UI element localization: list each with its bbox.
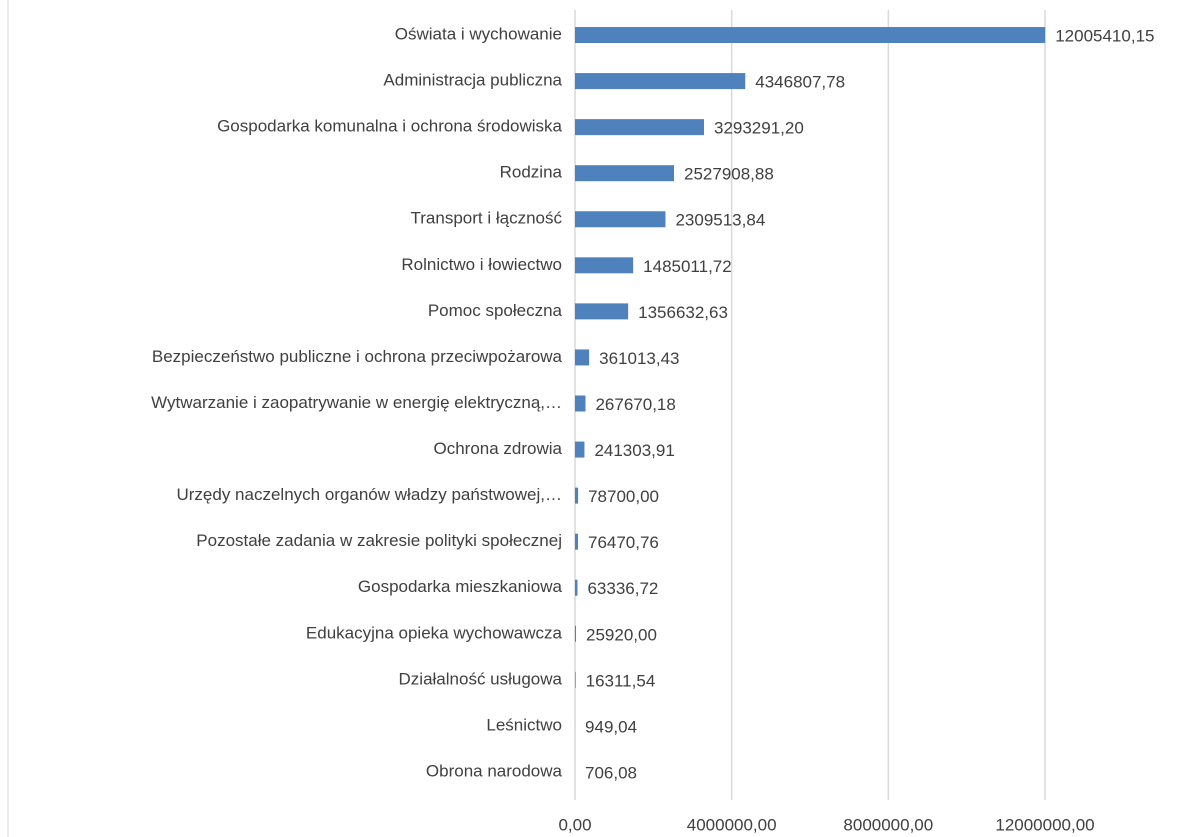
value-label: 361013,43 (599, 349, 679, 368)
value-label: 4346807,78 (755, 73, 845, 92)
y-tick-label: Oświata i wychowanie (395, 25, 562, 44)
value-label: 949,04 (585, 717, 637, 736)
value-label: 25920,00 (586, 625, 657, 644)
y-tick-label: Działalność usługowa (399, 669, 563, 688)
value-label: 76470,76 (588, 533, 659, 552)
value-label: 63336,72 (587, 579, 658, 598)
bar (575, 625, 577, 642)
y-tick-label: Wytwarzanie i zaopatrywanie w energię el… (151, 393, 562, 412)
value-label: 1356632,63 (638, 303, 728, 322)
bar (575, 395, 586, 412)
bar (575, 671, 576, 688)
value-label: 3293291,20 (714, 119, 804, 138)
value-label: 241303,91 (594, 441, 674, 460)
value-label: 12005410,15 (1055, 27, 1154, 46)
bar (575, 441, 585, 458)
bar (575, 257, 634, 274)
y-tick-label: Rodzina (500, 163, 563, 182)
y-tick-label: Leśnictwo (486, 715, 562, 734)
value-label: 16311,54 (586, 671, 656, 690)
y-tick-label: Transport i łączność (411, 209, 563, 228)
bar (575, 487, 579, 504)
y-tick-label: Administracja publiczna (383, 71, 562, 90)
y-tick-label: Pozostałe zadania w zakresie polityki sp… (196, 531, 562, 550)
x-tick-label: 12000000,00 (995, 815, 1094, 834)
bar (575, 73, 746, 90)
bar (575, 119, 704, 136)
bar (575, 579, 578, 596)
x-tick-label: 8000000,00 (843, 815, 933, 834)
x-tick-label: 0,00 (558, 815, 591, 834)
y-tick-label: Pomoc społeczna (428, 301, 563, 320)
y-tick-label: Gospodarka komunalna i ochrona środowisk… (217, 117, 562, 136)
y-tick-label: Urzędy naczelnych organów władzy państwo… (176, 485, 562, 504)
bar (575, 533, 578, 550)
y-tick-label: Ochrona zdrowia (433, 439, 562, 458)
value-label: 2527908,88 (684, 165, 774, 184)
x-tick-label: 4000000,00 (687, 815, 777, 834)
bar (575, 165, 675, 182)
bar (575, 349, 590, 366)
y-tick-label: Edukacyjna opieka wychowawcza (306, 623, 563, 642)
value-label: 1485011,72 (643, 257, 732, 276)
y-tick-label: Obrona narodowa (426, 761, 563, 780)
bar (575, 27, 1046, 44)
bar (575, 211, 666, 228)
value-label: 706,08 (585, 763, 637, 782)
y-tick-label: Bezpieczeństwo publiczne i ochrona przec… (152, 347, 563, 366)
value-label: 267670,18 (595, 395, 675, 414)
bar (575, 303, 629, 320)
y-tick-label: Rolnictwo i łowiectwo (401, 255, 562, 274)
y-tick-label: Gospodarka mieszkaniowa (358, 577, 563, 596)
value-label: 78700,00 (588, 487, 659, 506)
value-label: 2309513,84 (675, 211, 765, 230)
